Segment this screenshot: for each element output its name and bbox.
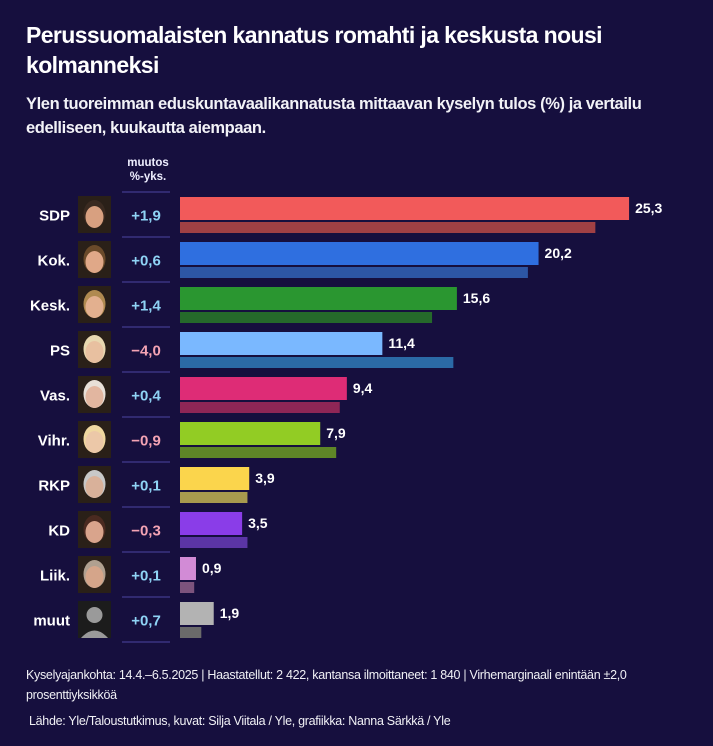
portrait-face	[85, 341, 104, 363]
portrait-face	[85, 431, 104, 453]
data-label: 15,6	[463, 290, 490, 306]
portrait-face	[85, 251, 104, 273]
change-value: +1,9	[131, 208, 161, 225]
party-label: RKP	[38, 478, 70, 495]
change-column-header: muutos %-yks.	[118, 156, 178, 184]
data-label: 25,3	[635, 200, 662, 216]
data-label: 0,9	[202, 560, 222, 576]
bar-previous	[180, 402, 340, 413]
change-value: +0,1	[131, 568, 161, 585]
data-label: 1,9	[220, 605, 240, 621]
chart-title: Perussuomalaisten kannatus romahti ja ke…	[26, 22, 603, 78]
change-value: +0,7	[131, 613, 161, 630]
person-head-icon	[86, 607, 103, 623]
portrait-face	[85, 476, 104, 498]
change-header-line2: %-yks.	[129, 171, 167, 183]
party-label: Liik.	[40, 568, 70, 585]
party-label: PS	[50, 343, 70, 360]
portrait-face	[85, 386, 104, 408]
bar-current	[180, 422, 321, 445]
change-value: +0,4	[131, 388, 161, 405]
change-value: −0,9	[131, 433, 161, 450]
portrait-face	[85, 296, 104, 318]
bar-previous	[180, 267, 528, 278]
bar-previous	[180, 492, 248, 503]
bar-current	[180, 242, 539, 265]
bar-current	[180, 467, 250, 490]
person-body-icon	[81, 630, 108, 638]
bar-current	[180, 377, 347, 400]
party-label: KD	[48, 523, 70, 540]
bar-chart: SDP +1,9 25,3 Kok. +0,6 20,2 Kesk. +1,4 15,6 PS −4…	[30, 191, 663, 643]
data-label: 11,4	[388, 335, 415, 351]
change-value: +0,6	[131, 253, 161, 270]
data-label: 3,9	[255, 470, 275, 486]
bar-previous	[180, 537, 248, 548]
portrait-face	[85, 521, 104, 543]
change-value: +1,4	[131, 298, 161, 315]
party-label: Kok.	[37, 253, 70, 270]
bar-current	[180, 332, 383, 355]
chart-subtitle: Ylen tuoreimman eduskuntavaalikannatusta…	[26, 95, 642, 137]
party-label: Kesk.	[30, 298, 70, 315]
bar-current	[180, 197, 630, 220]
bar-current	[180, 557, 196, 580]
party-label: SDP	[39, 208, 70, 225]
bar-previous	[180, 222, 596, 233]
data-label: 7,9	[326, 425, 346, 441]
party-label: Vihr.	[38, 433, 70, 450]
source-credits: Lähde: Yle/Taloustutkimus, kuvat: Silja …	[29, 714, 451, 728]
change-value: +0,1	[131, 478, 161, 495]
bar-previous	[180, 627, 202, 638]
portrait-face	[85, 206, 104, 228]
bar-previous	[180, 312, 433, 323]
data-label: 3,5	[248, 515, 268, 531]
change-value: −4,0	[131, 343, 161, 360]
bar-current	[180, 512, 243, 535]
portrait-face	[85, 566, 104, 588]
data-label: 20,2	[545, 245, 572, 261]
bar-current	[180, 602, 214, 625]
change-header-line1: muutos	[127, 157, 169, 169]
survey-info: Kyselyajankohta: 14.4.–6.5.2025 | Haasta…	[26, 668, 627, 702]
party-label: muut	[33, 613, 70, 630]
data-label: 9,4	[353, 380, 373, 396]
bar-previous	[180, 582, 195, 593]
bar-previous	[180, 357, 454, 368]
bar-previous	[180, 447, 337, 458]
bar-current	[180, 287, 457, 310]
change-value: −0,3	[131, 523, 161, 540]
party-label: Vas.	[40, 388, 70, 405]
